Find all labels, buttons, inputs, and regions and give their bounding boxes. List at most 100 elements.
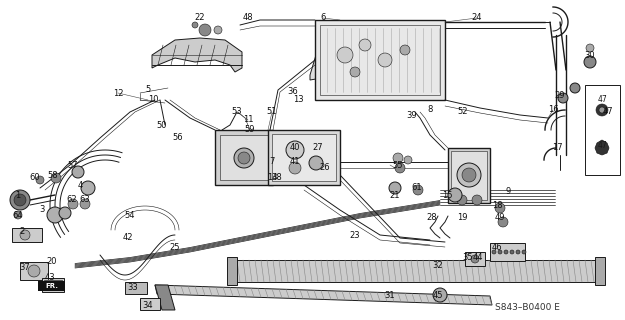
Circle shape bbox=[72, 166, 84, 178]
Text: 47: 47 bbox=[597, 95, 607, 105]
Text: 21: 21 bbox=[390, 190, 400, 199]
Bar bbox=[272, 134, 336, 181]
Text: 34: 34 bbox=[142, 300, 153, 309]
Circle shape bbox=[59, 207, 71, 219]
Text: 51: 51 bbox=[267, 108, 278, 116]
Text: 63: 63 bbox=[79, 196, 91, 204]
Text: 36: 36 bbox=[288, 87, 298, 97]
Circle shape bbox=[238, 152, 250, 164]
Circle shape bbox=[28, 265, 40, 277]
Text: 15: 15 bbox=[442, 190, 452, 199]
Text: 12: 12 bbox=[112, 89, 123, 98]
Circle shape bbox=[471, 255, 479, 263]
Text: 54: 54 bbox=[125, 211, 135, 220]
Circle shape bbox=[413, 185, 423, 195]
Polygon shape bbox=[310, 22, 395, 80]
Text: 3: 3 bbox=[39, 205, 45, 214]
Text: 19: 19 bbox=[457, 213, 468, 222]
Polygon shape bbox=[38, 281, 65, 291]
Circle shape bbox=[516, 250, 520, 254]
Circle shape bbox=[504, 250, 508, 254]
Circle shape bbox=[10, 190, 30, 210]
Circle shape bbox=[192, 22, 198, 28]
Text: 13: 13 bbox=[292, 95, 303, 105]
Bar bbox=[20, 262, 48, 280]
Text: S843–B0400 E: S843–B0400 E bbox=[495, 303, 560, 313]
Text: 23: 23 bbox=[350, 230, 360, 239]
Circle shape bbox=[586, 44, 594, 52]
Circle shape bbox=[80, 199, 90, 209]
Circle shape bbox=[234, 148, 254, 168]
Text: 38: 38 bbox=[272, 173, 282, 182]
Text: 52: 52 bbox=[458, 108, 468, 116]
Bar bbox=[315, 20, 445, 100]
Text: 49: 49 bbox=[495, 213, 505, 222]
Circle shape bbox=[350, 67, 360, 77]
Circle shape bbox=[36, 176, 44, 184]
Text: 43: 43 bbox=[45, 274, 56, 283]
Text: 28: 28 bbox=[427, 213, 438, 222]
Bar bbox=[215, 130, 273, 185]
Bar bbox=[268, 130, 340, 185]
Circle shape bbox=[462, 168, 476, 182]
Text: 9: 9 bbox=[506, 188, 511, 196]
Text: 14: 14 bbox=[267, 173, 278, 182]
Circle shape bbox=[199, 24, 211, 36]
Circle shape bbox=[457, 163, 481, 187]
Text: 31: 31 bbox=[385, 291, 396, 300]
Circle shape bbox=[498, 250, 502, 254]
Text: 8: 8 bbox=[428, 106, 432, 115]
Text: 50: 50 bbox=[157, 121, 168, 130]
Text: 56: 56 bbox=[173, 133, 183, 142]
Circle shape bbox=[495, 203, 505, 213]
Polygon shape bbox=[595, 140, 609, 155]
Bar bbox=[465, 252, 485, 266]
Bar bbox=[451, 151, 487, 200]
Text: 60: 60 bbox=[30, 173, 40, 182]
Polygon shape bbox=[155, 285, 175, 310]
Circle shape bbox=[47, 207, 63, 223]
Circle shape bbox=[492, 250, 496, 254]
Circle shape bbox=[404, 156, 412, 164]
Bar bbox=[585, 85, 620, 175]
Circle shape bbox=[522, 250, 526, 254]
Text: 39: 39 bbox=[407, 110, 418, 119]
Polygon shape bbox=[155, 285, 492, 305]
Text: 44: 44 bbox=[472, 253, 483, 262]
Circle shape bbox=[378, 53, 392, 67]
Circle shape bbox=[337, 47, 353, 63]
Bar bbox=[595, 257, 605, 285]
Text: 10: 10 bbox=[148, 95, 158, 105]
Text: 45: 45 bbox=[432, 291, 443, 300]
Text: 1: 1 bbox=[16, 190, 21, 199]
Polygon shape bbox=[152, 38, 242, 72]
Circle shape bbox=[448, 188, 462, 202]
Text: 18: 18 bbox=[492, 201, 502, 210]
Bar bbox=[490, 243, 525, 261]
Circle shape bbox=[584, 56, 596, 68]
Text: 11: 11 bbox=[242, 116, 253, 124]
Circle shape bbox=[51, 173, 61, 183]
Text: 33: 33 bbox=[127, 284, 138, 292]
Text: 17: 17 bbox=[552, 143, 562, 153]
Circle shape bbox=[289, 162, 301, 174]
Text: 47: 47 bbox=[597, 140, 607, 149]
Circle shape bbox=[14, 194, 26, 206]
Circle shape bbox=[400, 45, 410, 55]
Text: 20: 20 bbox=[47, 258, 58, 267]
Circle shape bbox=[596, 104, 608, 116]
Text: 27: 27 bbox=[312, 143, 323, 153]
Text: 5: 5 bbox=[146, 85, 151, 94]
Text: 29: 29 bbox=[555, 91, 565, 100]
Circle shape bbox=[510, 250, 514, 254]
Bar bbox=[125, 282, 147, 294]
Bar bbox=[42, 278, 64, 292]
Text: 62: 62 bbox=[67, 196, 78, 204]
Circle shape bbox=[570, 83, 580, 93]
Text: 55: 55 bbox=[392, 161, 403, 170]
Text: 4: 4 bbox=[78, 180, 82, 189]
Circle shape bbox=[309, 156, 323, 170]
Circle shape bbox=[286, 141, 304, 159]
Text: FR.: FR. bbox=[46, 283, 59, 289]
Text: 53: 53 bbox=[232, 108, 242, 116]
